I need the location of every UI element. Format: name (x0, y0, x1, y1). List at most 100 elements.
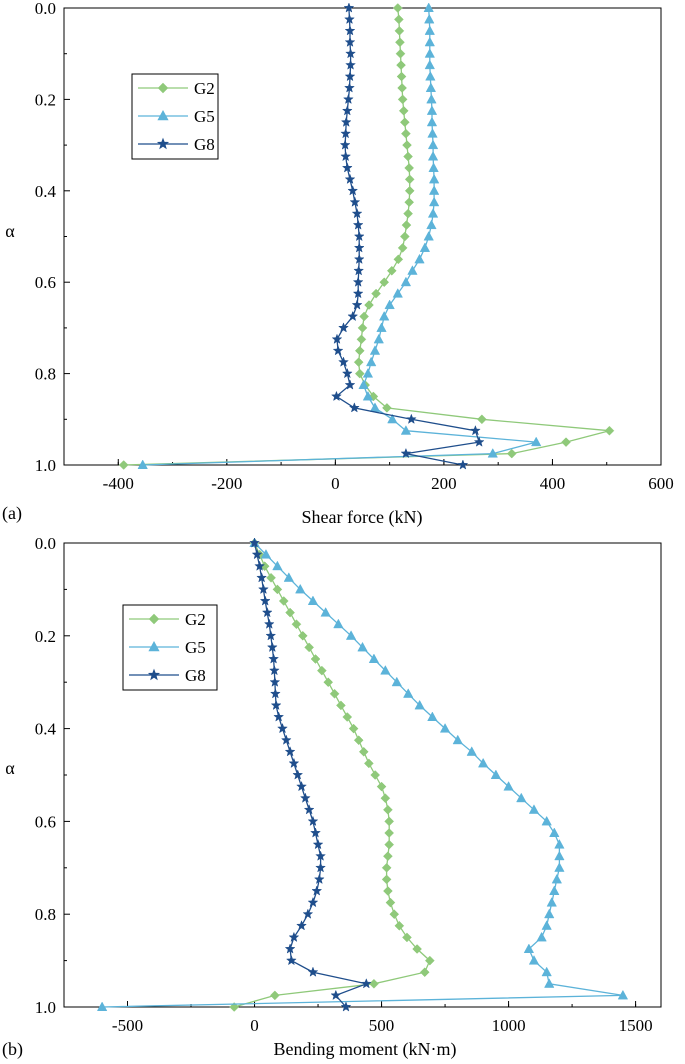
shear-force-panel: -400 -200 0 200 400 600 0.0 0.2 0.4 0.6 0.8 1.0 α S… (2, 0, 674, 528)
data-point-g8 (338, 356, 349, 367)
data-point-g5 (366, 356, 377, 367)
data-point-g2 (323, 677, 334, 688)
legend-marker-g5 (148, 640, 160, 652)
y-tick-label: 0.4 (35, 720, 57, 739)
data-point-g5 (466, 746, 477, 756)
legend-label-g8: G8 (194, 135, 215, 154)
y-tick-label: 0.6 (35, 812, 56, 831)
data-point-g5 (428, 162, 439, 172)
data-point-g8 (277, 722, 288, 734)
data-point-g2 (354, 368, 365, 379)
data-point-g8 (299, 792, 311, 803)
data-point-g5 (427, 139, 439, 150)
data-point-g2 (392, 3, 403, 13)
legend-marker-g2 (148, 613, 160, 625)
data-point-g8 (457, 459, 469, 470)
data-point-g2 (384, 816, 395, 827)
data-point-g8 (292, 769, 304, 780)
data-point-g5 (320, 607, 331, 617)
data-point-g2 (364, 300, 374, 310)
data-point-g5 (425, 71, 436, 81)
data-point-g2 (384, 828, 395, 838)
x-tick-label: 600 (648, 474, 674, 493)
data-point-g5 (373, 333, 384, 344)
data-point-g2 (270, 990, 280, 1001)
data-point-g8 (351, 207, 363, 219)
data-point-g8 (285, 954, 297, 966)
data-point-g2 (395, 48, 406, 59)
data-point-g5 (428, 196, 440, 207)
data-point-g5 (362, 368, 374, 378)
data-point-g8 (302, 908, 314, 919)
panel-label: (a) (2, 503, 22, 524)
data-point-g5 (528, 955, 540, 965)
data-point-g8 (405, 413, 417, 424)
data-point-g2 (356, 334, 367, 345)
data-point-g5 (137, 459, 148, 469)
data-point-g5 (425, 82, 437, 92)
data-point-g5 (307, 595, 319, 605)
data-point-g8 (254, 560, 266, 571)
data-point-g5 (428, 185, 440, 195)
data-point-g5 (379, 310, 390, 321)
data-point-g5 (424, 13, 435, 24)
data-point-g5 (554, 862, 565, 872)
data-point-g8 (340, 150, 352, 162)
data-point-g2 (394, 920, 405, 931)
data-point-g8 (345, 59, 357, 70)
data-point-g8 (303, 804, 315, 815)
data-point-g8 (473, 436, 485, 447)
data-point-g8 (249, 537, 260, 548)
data-point-g5 (376, 322, 387, 332)
data-point-g8 (348, 402, 360, 413)
data-point-g8 (273, 711, 285, 722)
data-point-g2 (389, 909, 400, 920)
legend-marker-g8 (156, 137, 170, 150)
data-point-g8 (288, 931, 300, 943)
data-point-g5 (541, 966, 552, 977)
data-point-g8 (360, 978, 372, 989)
data-point-g8 (257, 583, 269, 595)
data-point-g5 (414, 253, 425, 264)
legend-label-g2: G2 (185, 610, 206, 629)
data-point-g8 (352, 219, 364, 230)
data-point-g2 (304, 642, 315, 653)
data-point-g2 (369, 978, 379, 989)
data-point-g8 (269, 688, 281, 699)
series-line-g2 (234, 542, 431, 1008)
data-point-g8 (288, 757, 300, 769)
data-point-g2 (354, 345, 365, 356)
data-point-g5 (554, 839, 565, 849)
data-point-g5 (424, 59, 435, 70)
data-point-g2 (353, 357, 364, 368)
axis-ticks: -400 -200 0 200 400 600 0.0 0.2 0.4 0.6 0.8 1.0 (35, 0, 674, 493)
data-point-g5 (544, 978, 555, 988)
data-point-g2 (403, 208, 413, 219)
data-point-g5 (546, 897, 557, 907)
data-point-g8 (339, 139, 351, 150)
data-point-g5 (400, 276, 412, 287)
data-point-g2 (342, 712, 353, 722)
data-point-g8 (344, 82, 355, 93)
data-point-g5 (551, 873, 563, 884)
data-point-g8 (331, 333, 343, 344)
data-point-g8 (310, 827, 321, 838)
data-point-g2 (336, 700, 346, 711)
x-axis-label: Bending moment (kN·m) (274, 1039, 457, 1060)
data-point-g8 (311, 885, 323, 896)
data-point-g2 (404, 197, 415, 208)
data-point-g8 (263, 618, 275, 629)
data-point-g8 (347, 310, 359, 322)
data-point-g8 (268, 653, 280, 664)
data-point-g8 (307, 815, 319, 827)
data-point-g8 (315, 850, 327, 861)
data-point-g5 (345, 630, 357, 640)
data-point-g2 (604, 425, 615, 436)
data-point-g5 (380, 665, 391, 675)
data-point-g2 (272, 584, 283, 595)
data-point-g5 (424, 36, 435, 47)
data-point-g8 (349, 196, 361, 207)
data-point-g5 (617, 989, 629, 1000)
data-point-g2 (477, 414, 487, 425)
